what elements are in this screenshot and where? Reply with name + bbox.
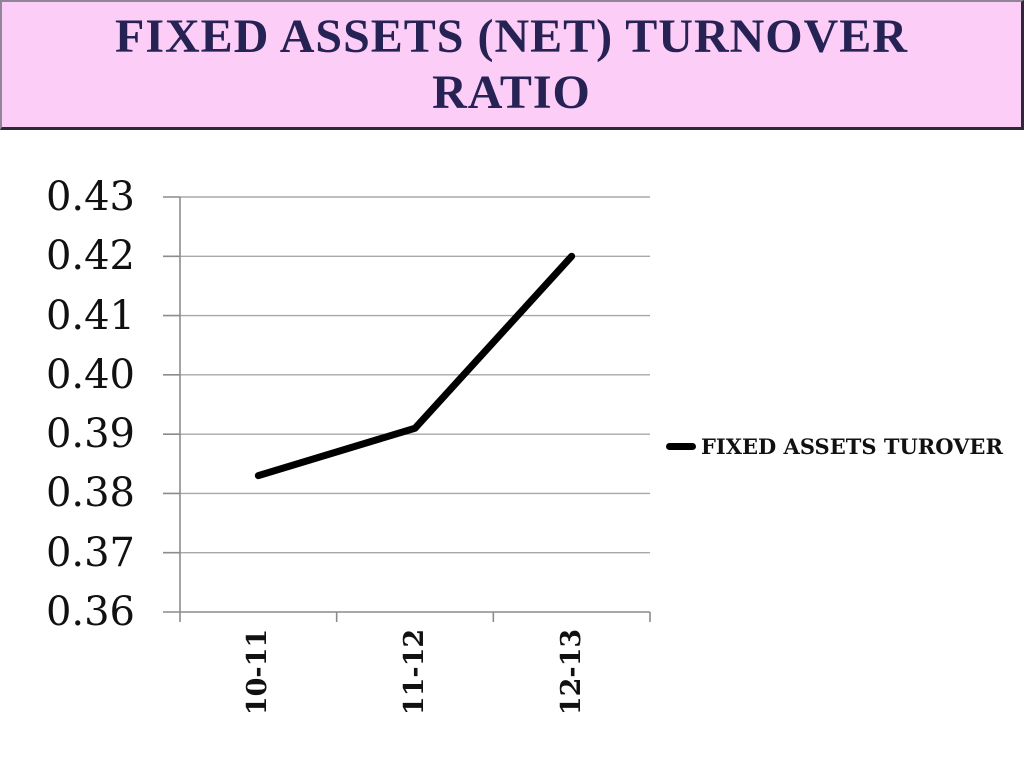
legend-line-icon [666, 443, 696, 450]
y-axis-tick-label: 0.38 [45, 470, 135, 517]
legend-series-label: FIXED ASSETS TUROVER [701, 434, 1003, 459]
y-axis-tick-label: 0.36 [45, 589, 135, 635]
x-axis-tick-label: 11-12 [399, 628, 430, 716]
page-title-line1: FIXED ASSETS (NET) TURNOVER [115, 9, 908, 63]
x-axis-tick-label: 12-13 [555, 628, 587, 716]
title-banner: FIXED ASSETS (NET) TURNOVER RATIO [0, 0, 1024, 130]
y-axis-tick-label: 0.37 [45, 529, 135, 576]
chart-plot-area [163, 196, 651, 622]
x-axis-tick-label: 10-11 [242, 628, 274, 716]
y-axis-tick-label: 0.40 [45, 351, 135, 398]
y-axis-tick-label: 0.43 [45, 174, 135, 220]
legend: FIXED ASSETS TUROVER [666, 434, 1003, 459]
y-axis-tick-label: 0.42 [45, 233, 135, 280]
page-title-line2: RATIO [432, 65, 591, 119]
series-line-fixed-assets-turnover [254, 252, 576, 480]
fixed-assets-turnover-line-chart: 0.36 0.37 0.38 0.39 0.40 0.41 0.42 0.43 10-11 11… [0, 130, 1024, 768]
y-axis-tick-label: 0.39 [45, 411, 135, 458]
y-axis-tick-label: 0.41 [45, 292, 135, 339]
